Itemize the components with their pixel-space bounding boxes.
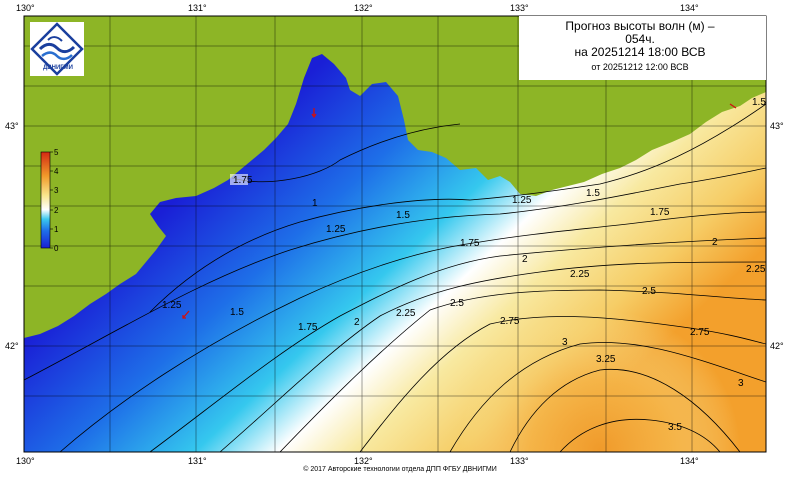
direction-marker-north (311, 108, 317, 119)
axis-labels: 130° 131° 132° 133° 134° 130° 131° 132° … (5, 3, 784, 466)
contour-label-2-center: 2 (522, 254, 528, 265)
contour-label-2-25-center: 2.25 (570, 269, 590, 280)
contour-label-2-75-center: 2.75 (500, 316, 520, 327)
contour-labels: 1.75 1 1.25 1.25 1.25 1.5 1.5 1.5 1.5 1.… (162, 97, 766, 433)
lon-label-bottom-132: 132° (354, 456, 373, 466)
contour-label-2-75-east: 2.75 (690, 327, 710, 338)
contour-label-2-5-west: 2.5 (450, 298, 464, 309)
title-line4: от 20251212 12:00 ВСВ (591, 62, 688, 72)
contour-label-2-25-east: 2.25 (746, 264, 766, 275)
contour-label-1-75-west: 1.75 (298, 322, 318, 333)
title-box: Прогноз высоты волн (м) – 054ч. на 20251… (519, 16, 766, 80)
colorbar-tick-5: 5 (54, 148, 59, 157)
contour-label-3-25: 3.25 (596, 354, 616, 365)
contour-label-1-25-west: 1.25 (162, 300, 182, 311)
contour-label-1: 1 (312, 198, 318, 209)
lon-label-bottom-130: 130° (16, 456, 35, 466)
contour-2-5 (279, 289, 766, 452)
graticule (24, 16, 766, 452)
contour-label-3-center: 3 (562, 337, 568, 348)
map-frame (23, 15, 767, 453)
contour-label-1-75-east: 1.75 (650, 207, 670, 218)
lon-label-top-131: 131° (188, 3, 207, 13)
lon-label-top-130: 130° (16, 3, 35, 13)
contour-label-2-5-east: 2.5 (642, 286, 656, 297)
contour-1-25 (149, 103, 766, 313)
lon-label-top-132: 132° (354, 3, 373, 13)
land-area (24, 16, 766, 338)
colorbar-tick-0: 0 (54, 244, 59, 253)
contour-1-5 (24, 167, 766, 381)
contour-label-1-5-east: 1.5 (586, 188, 600, 199)
contour-lines (24, 103, 766, 452)
lon-label-top-134: 134° (680, 3, 699, 13)
lat-label-left-42: 42° (5, 341, 19, 351)
colorbar-tick-2: 2 (54, 206, 59, 215)
lat-label-right-43: 43° (770, 121, 784, 131)
contour-3-25 (509, 368, 741, 452)
lon-label-bottom-134: 134° (680, 456, 699, 466)
title-line2: 054ч. (625, 32, 655, 46)
lat-label-right-42: 42° (770, 341, 784, 351)
colorbar-tick-4: 4 (54, 167, 59, 176)
logo-text: ДВНИГМИ (43, 65, 73, 71)
colorbar-scale (40, 151, 51, 249)
contour-label-2-west: 2 (354, 317, 360, 328)
colorbar-tick-3: 3 (54, 186, 59, 195)
dvnigmi-logo: ДВНИГМИ (30, 22, 84, 76)
contour-label-2-east: 2 (712, 237, 718, 248)
contour-1 (231, 123, 461, 183)
credit-text: © 2017 Авторские технологии отдела ДПП Ф… (303, 466, 497, 473)
contour-label-1-5-ne: 1.5 (752, 97, 766, 108)
direction-marker-east (729, 103, 737, 109)
contour-label-1-25-center: 1.25 (326, 224, 346, 235)
title-line1: Прогноз высоты волн (м) – (565, 19, 715, 33)
contour-label-2-25-west: 2.25 (396, 308, 416, 319)
contour-3 (449, 342, 766, 452)
contour-2 (149, 237, 766, 452)
lon-label-bottom-131: 131° (188, 456, 207, 466)
contour-3-5 (559, 418, 721, 452)
lon-label-top-133: 133° (510, 3, 529, 13)
lon-label-bottom-133: 133° (510, 456, 529, 466)
contour-2-75 (359, 316, 766, 452)
direction-marker-west (182, 310, 190, 319)
colorbar-tick-1: 1 (54, 225, 59, 234)
contour-2-25 (219, 261, 766, 452)
contour-label-3-5: 3.5 (668, 422, 682, 433)
direction-markers (182, 103, 737, 319)
lat-label-left-43: 43° (5, 121, 19, 131)
title-line3: на 20251214 18:00 ВСВ (575, 45, 706, 59)
contour-label-1-25-east: 1.25 (512, 195, 532, 206)
contour-label-1-5-center: 1.5 (396, 210, 410, 221)
contour-label-3-east: 3 (738, 378, 744, 389)
contour-label-1-5-west: 1.5 (230, 307, 244, 318)
colorbar: 0 1 2 3 4 5 (40, 148, 59, 253)
contour-1-75 (59, 211, 766, 452)
contour-label-1-75-center: 1.75 (460, 238, 480, 249)
contour-label-1-75-nw: 1.75 (233, 175, 253, 186)
